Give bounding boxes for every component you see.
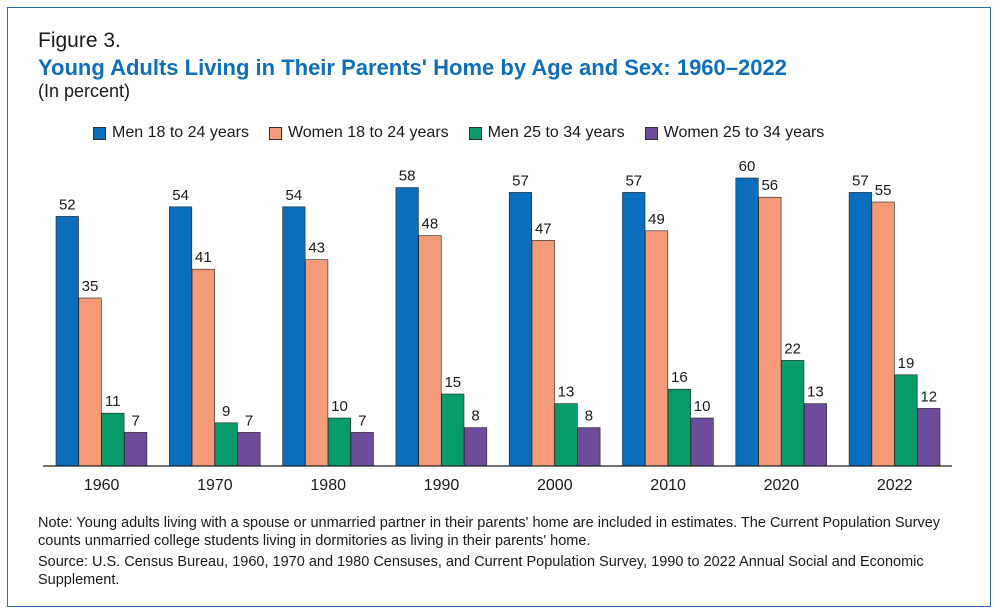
- x-tick-label: 2000: [537, 477, 573, 494]
- bar: [463, 427, 488, 467]
- bar: [395, 187, 419, 467]
- data-label: 13: [807, 384, 824, 401]
- data-label: 9: [222, 403, 230, 420]
- data-label: 19: [898, 355, 915, 372]
- legend-label: Women 25 to 34 years: [663, 124, 825, 141]
- bar: [78, 297, 102, 467]
- bar: [803, 403, 828, 467]
- legend-item: Women 25 to 34 years: [644, 124, 825, 142]
- data-label: 13: [558, 384, 575, 401]
- data-label: 10: [694, 398, 711, 415]
- bar: [554, 403, 578, 467]
- figure-note: Note: Young adults living with a spouse …: [38, 515, 941, 549]
- bar: [781, 360, 805, 467]
- bar: [917, 408, 941, 467]
- data-label: 54: [286, 187, 303, 204]
- data-label: 56: [761, 177, 778, 194]
- chart-legend: Men 18 to 24 years Women 18 to 24 years Me…: [93, 124, 844, 142]
- data-label: 57: [512, 172, 529, 189]
- bar: [350, 432, 374, 467]
- data-label: 60: [739, 158, 756, 175]
- legend-label: Women 18 to 24 years: [287, 124, 449, 141]
- bar: [305, 259, 329, 467]
- legend-label: Men 25 to 34 years: [487, 124, 625, 141]
- data-label: 16: [671, 369, 688, 386]
- legend-label: Men 18 to 24 years: [112, 124, 249, 141]
- bar: [848, 192, 872, 467]
- bar: [735, 177, 759, 467]
- data-label: 47: [535, 220, 552, 237]
- legend-swatch: [93, 126, 106, 140]
- bar: [644, 230, 669, 467]
- bar: [871, 201, 895, 467]
- bar: [101, 412, 125, 467]
- data-label: 7: [132, 412, 140, 429]
- data-label: 54: [172, 187, 189, 204]
- x-tick-label: 2020: [764, 477, 800, 494]
- data-label: 52: [59, 196, 76, 213]
- bar: [55, 216, 79, 467]
- bar: [214, 422, 238, 467]
- data-label: 57: [625, 172, 642, 189]
- bar: [690, 417, 714, 467]
- data-label: 41: [195, 249, 212, 266]
- data-label: 15: [444, 374, 461, 391]
- bar: [577, 427, 601, 467]
- data-label: 43: [308, 240, 325, 257]
- bar: [758, 196, 782, 467]
- data-label: 12: [920, 388, 937, 405]
- legend-item: Men 25 to 34 years: [468, 124, 625, 142]
- bar: [169, 206, 193, 467]
- data-label: 55: [875, 182, 892, 199]
- legend-swatch: [468, 126, 482, 140]
- data-label: 7: [245, 412, 253, 429]
- bar: [282, 206, 306, 467]
- legend-item: Women 18 to 24 years: [268, 124, 449, 142]
- figure-label: Figure 3.: [38, 29, 121, 52]
- data-label: 7: [358, 412, 366, 429]
- bar: [508, 192, 533, 467]
- figure-source: Source: U.S. Census Bureau, 1960, 1970 a…: [38, 554, 924, 588]
- x-tick-label: 1990: [424, 477, 460, 494]
- data-label: 10: [331, 398, 348, 415]
- data-label: 8: [471, 408, 479, 425]
- bar: [441, 393, 465, 467]
- legend-swatch: [268, 126, 282, 140]
- bar: [237, 432, 261, 467]
- bar: [124, 432, 148, 467]
- bar: [531, 240, 555, 467]
- legend-swatch: [644, 126, 658, 140]
- data-label: 48: [422, 216, 439, 233]
- legend-item: Men 18 to 24 years: [93, 124, 249, 142]
- bar: [327, 417, 352, 467]
- bar: [418, 235, 442, 467]
- x-tick-label: 1980: [310, 477, 346, 494]
- x-tick-label: 1960: [84, 477, 120, 494]
- data-label: 49: [648, 211, 665, 228]
- data-label: 57: [852, 172, 869, 189]
- data-label: 58: [399, 168, 416, 185]
- x-tick-label: 2010: [650, 477, 686, 494]
- data-label: 11: [105, 393, 121, 410]
- bar: [667, 388, 691, 467]
- x-tick-label: 1970: [197, 477, 233, 494]
- x-tick-label: 2022: [877, 477, 913, 494]
- figure-notes: Note: Young adults living with a spouse …: [38, 514, 968, 592]
- chart-title: Young Adults Living in Their Parents' Ho…: [38, 55, 787, 80]
- bar: [622, 192, 646, 467]
- chart-subtitle: (In percent): [38, 81, 131, 101]
- data-label: 35: [82, 278, 99, 295]
- bar: [894, 374, 918, 467]
- data-label: 8: [585, 408, 593, 425]
- bar: [191, 268, 215, 467]
- data-label: 22: [784, 340, 801, 357]
